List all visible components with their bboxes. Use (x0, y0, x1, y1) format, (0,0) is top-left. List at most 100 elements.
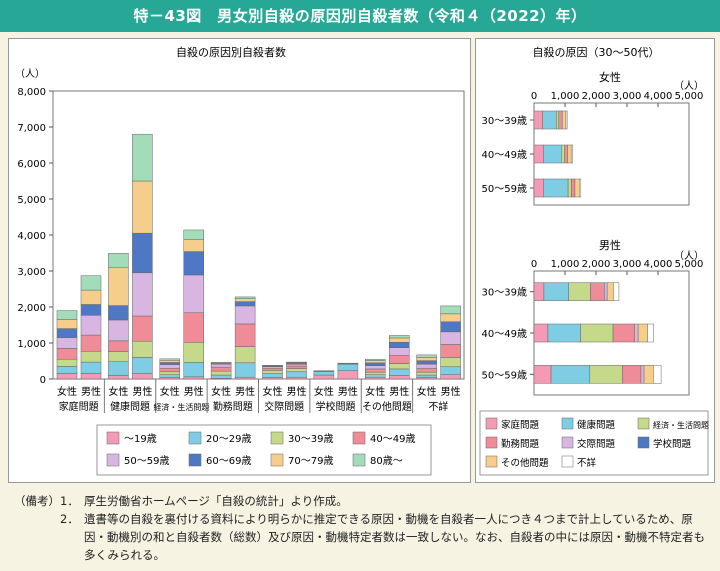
bar-segment (159, 358, 180, 361)
bar-segment (574, 178, 580, 198)
bar-segment (234, 296, 256, 299)
left-chart-panel: 自殺の原因別自殺者数 （人） 0 1,000 2,000 3,000 4,000 5,000 6… (8, 38, 471, 483)
bar-segment (80, 373, 102, 380)
legend-label: 50～59歳 (124, 455, 169, 467)
sex-tick-label: 男性 (184, 385, 204, 398)
bar-segment (234, 346, 256, 364)
right-chart-panel: 自殺の原因（30～50代） 女性 （人） 0 1,000 2,000 3,000 4,000 5… (475, 38, 715, 483)
bar-segment (132, 340, 153, 358)
legend-label: 80歳～ (370, 455, 403, 467)
bar-segment (416, 357, 437, 361)
bar-segment (389, 335, 410, 339)
legend-swatch (352, 431, 366, 445)
bar-segment (234, 298, 256, 302)
y-tick-label: 2,000 (17, 303, 46, 314)
bar-segment (440, 357, 461, 368)
sex-tick-label: 男性 (441, 385, 461, 398)
bar-segment (286, 368, 307, 373)
sex-tick-label: 男性 (132, 385, 152, 398)
bar-segment (262, 370, 283, 374)
bar-segment (365, 376, 386, 380)
x-tick-label: 1,000 (551, 259, 580, 270)
sex-tick-label: 男性 (235, 385, 255, 398)
chart-title: 自殺の原因（30～50代） (533, 45, 660, 59)
legend-swatch (188, 453, 202, 467)
x-tick-label: 3,000 (613, 259, 642, 270)
bar-segment (416, 374, 437, 378)
bar-segment (56, 337, 78, 349)
bar-segment (80, 304, 102, 316)
legend-label: 不詳 (577, 457, 597, 469)
legend-label: 70～79歳 (288, 455, 333, 467)
group-label: 経済・生活問題 (153, 402, 209, 412)
bar-segment (533, 282, 545, 301)
bar-segment (132, 357, 153, 374)
bar-segment (589, 365, 623, 384)
legend-swatch (561, 455, 574, 468)
x-tick-label: 3,000 (613, 91, 642, 102)
bar-segment (132, 373, 153, 380)
sex-tick-label: 女性 (211, 385, 231, 398)
legend-swatch (485, 417, 498, 430)
group-label: その他問題 (362, 400, 412, 413)
bar-segment (210, 374, 232, 379)
bar-segment (183, 251, 204, 276)
chart-title: 自殺の原因別自殺者数 (176, 45, 286, 59)
bar-segment (337, 370, 359, 380)
legend-label: 交際問題 (577, 438, 616, 450)
bar-segment (612, 323, 636, 343)
bar-segment (159, 374, 180, 378)
bar-segment (56, 373, 78, 380)
bar-segment (640, 365, 645, 384)
bar-segment (550, 365, 591, 384)
bar-segment (561, 110, 567, 130)
bar-segment (80, 315, 102, 336)
bar-segment (108, 340, 129, 352)
bar-segment (262, 372, 283, 378)
bar-segment (416, 354, 437, 358)
x-unit-label: （人） (674, 80, 704, 92)
cause-by-age-chart: 自殺の原因（30～50代）女性（人）0 1,000 2,000 3,000 4,000 5… (479, 45, 709, 476)
sex-tick-label: 女性 (57, 385, 77, 398)
bar-segment (416, 371, 437, 376)
legend-swatch (106, 431, 120, 445)
bar-segment (606, 282, 614, 301)
bar-segment (56, 358, 78, 367)
bar-segment (183, 312, 204, 343)
bar-segment (108, 361, 129, 376)
x-tick-label: 4,000 (644, 91, 673, 102)
y-tick-label: 5,000 (17, 195, 46, 206)
bar-segment (313, 371, 335, 376)
legend-swatch (106, 453, 120, 467)
bar-segment (565, 110, 568, 130)
bar-segment (183, 274, 204, 314)
sex-tick-label: 男性 (287, 385, 307, 398)
bar-segment (159, 364, 180, 369)
panel-title: 男性 (599, 238, 621, 252)
y-tick-label: 4,000 (17, 231, 46, 242)
bar-segment (132, 232, 153, 274)
legend-label: 学校問題 (653, 438, 692, 450)
sex-tick-label: 女性 (108, 385, 128, 398)
bar-segment (440, 366, 461, 375)
sex-tick-label: 女性 (160, 385, 180, 398)
bar-segment (389, 347, 410, 356)
bar-segment (389, 375, 410, 380)
bar-segment (183, 229, 204, 240)
legend-label: 60～69歳 (206, 455, 251, 467)
bar-segment (579, 178, 582, 198)
category-label: 40～49歳 (482, 328, 527, 340)
sex-tick-label: 女性 (263, 385, 283, 398)
bar-segment (132, 180, 153, 234)
bar-segment (337, 363, 359, 371)
notes-label: （備考） (14, 494, 60, 508)
bar-segment (604, 282, 608, 301)
bar-segment (365, 362, 386, 366)
legend-label: その他問題 (501, 457, 549, 469)
bar-segment (80, 334, 102, 352)
bar-segment (56, 328, 78, 338)
bar-segment (80, 289, 102, 305)
bar-segment (313, 374, 335, 380)
sex-tick-label: 男性 (338, 385, 358, 398)
bar-segment (286, 376, 307, 380)
